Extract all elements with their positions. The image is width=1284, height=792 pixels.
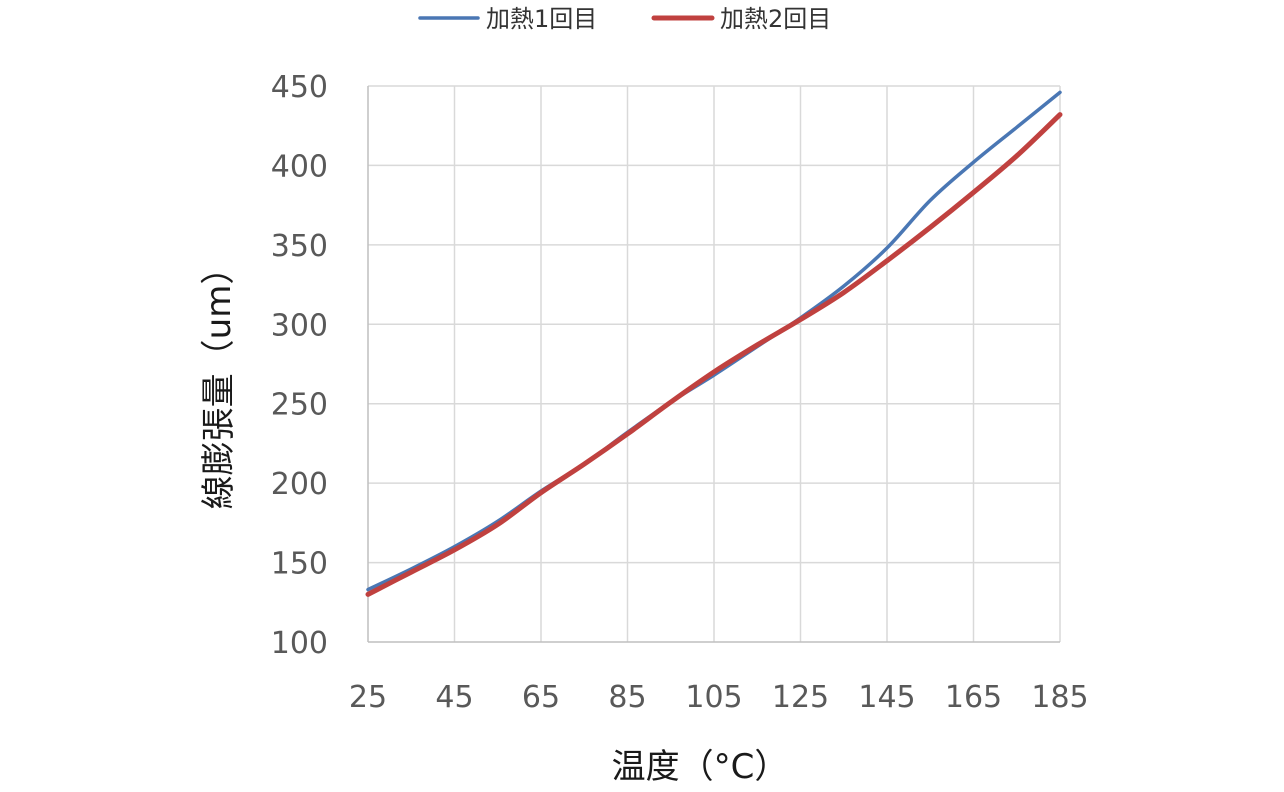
y-tick-label: 200 <box>271 467 328 502</box>
legend: 加熱1回目 加熱2回目 <box>418 5 831 33</box>
x-tick-label: 165 <box>945 680 1002 715</box>
grid <box>368 85 1061 642</box>
legend-item-2: 加熱2回目 <box>651 5 831 33</box>
x-tick-label: 105 <box>685 680 742 715</box>
x-tick-label: 25 <box>349 680 387 715</box>
x-tick-label: 185 <box>1031 680 1088 715</box>
x-tick-label: 85 <box>608 680 646 715</box>
legend-label: 加熱2回目 <box>720 5 831 33</box>
x-axis-title: 温度（°C） <box>612 747 789 787</box>
x-tick-label: 65 <box>522 680 560 715</box>
y-tick-label: 100 <box>271 626 328 661</box>
y-tick-label: 250 <box>271 388 328 423</box>
y-tick-label: 350 <box>271 229 328 264</box>
series-line-2 <box>365 112 1063 597</box>
y-tick-label: 400 <box>271 149 328 184</box>
series-lines <box>365 90 1063 597</box>
x-tick-label: 125 <box>772 680 829 715</box>
y-axis-title: 線膨張量（um） <box>199 251 239 510</box>
y-tick-label: 300 <box>271 308 328 343</box>
axes <box>367 86 1060 643</box>
y-tick-label: 150 <box>271 547 328 582</box>
tick-labels: 100 150 200 250 300 350 400 450 25 45 65 85 105 125 14… <box>271 70 1089 715</box>
x-tick-label: 145 <box>858 680 915 715</box>
series-line-1 <box>366 90 1062 592</box>
legend-item-1: 加熱1回目 <box>418 5 597 33</box>
x-tick-label: 45 <box>435 680 473 715</box>
y-tick-label: 450 <box>271 70 328 105</box>
legend-label: 加熱1回目 <box>486 5 597 33</box>
